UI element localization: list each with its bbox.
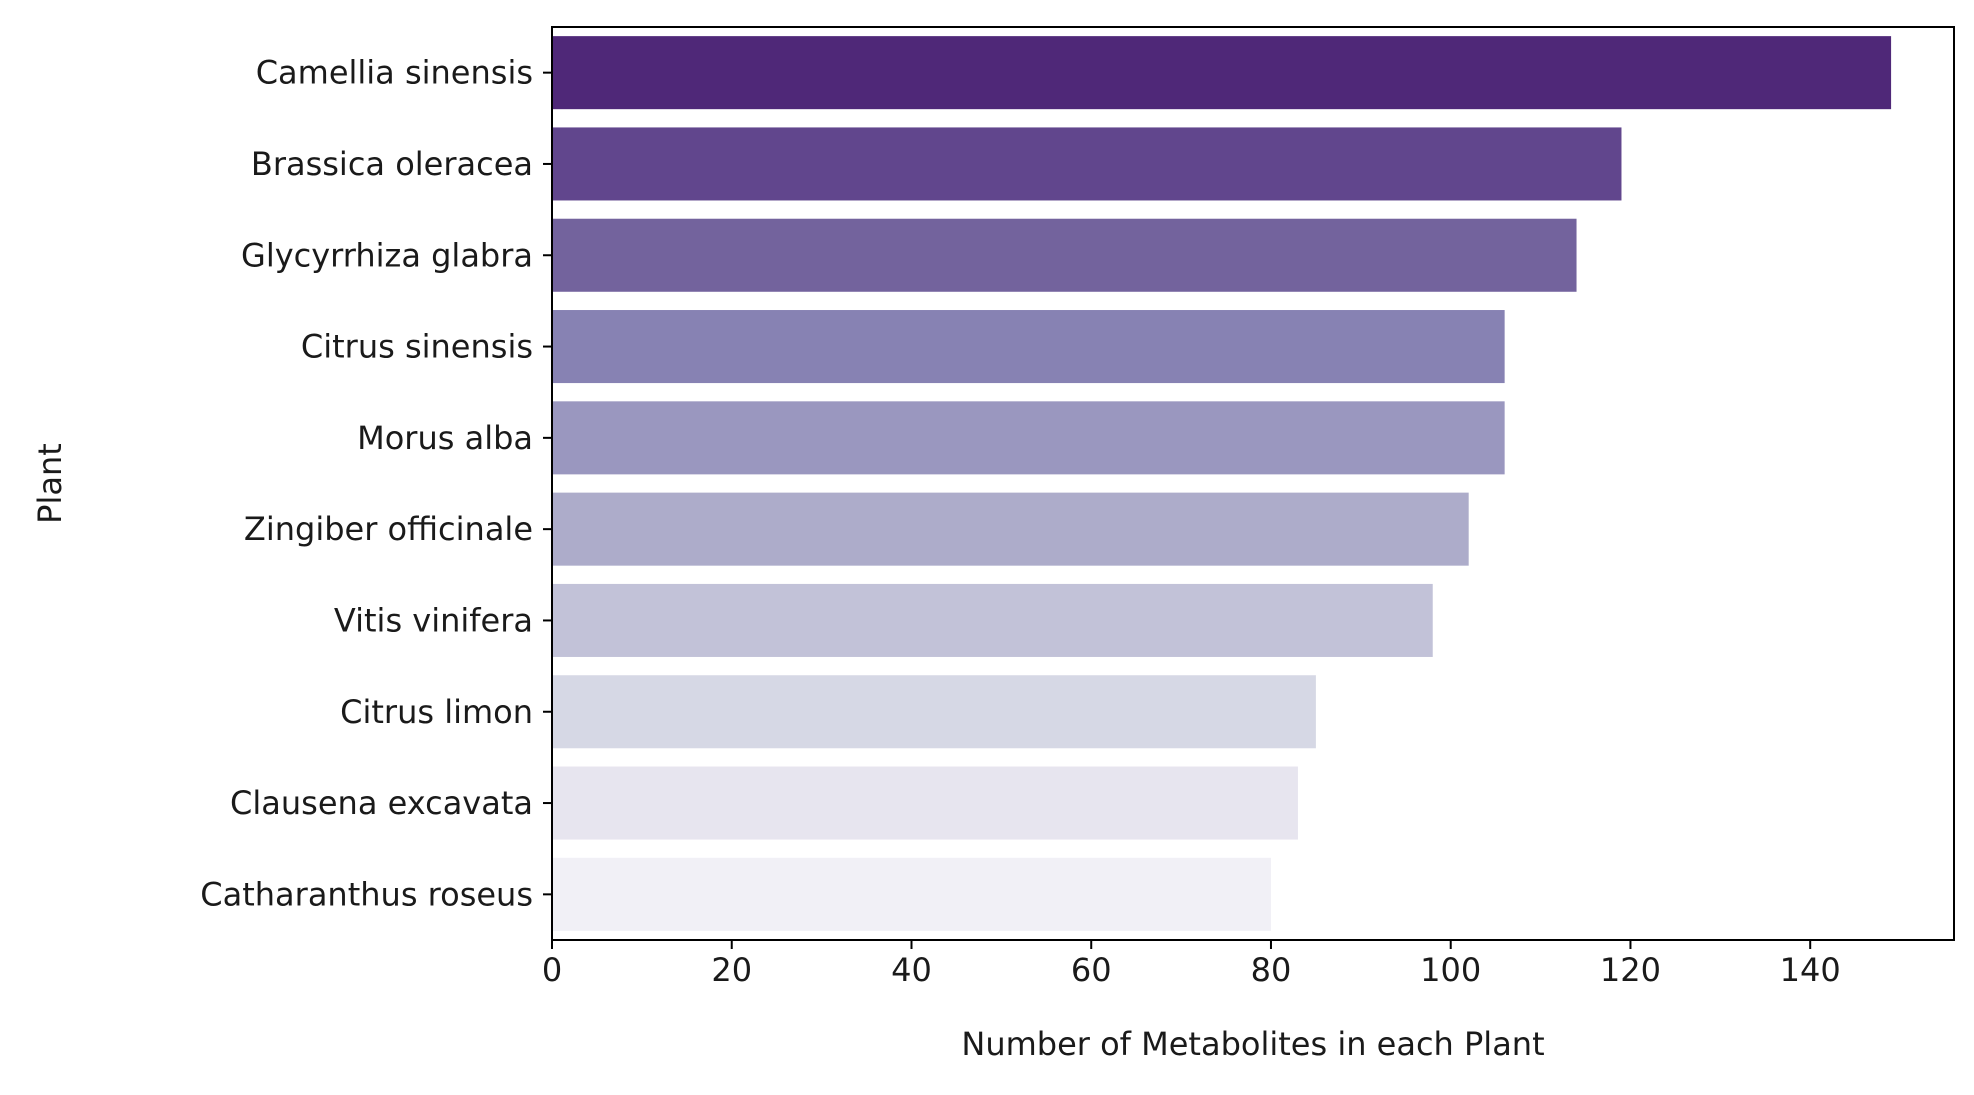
bar [552,127,1622,201]
y-tick-label: Morus alba [357,419,533,457]
x-tick-label: 140 [1780,951,1841,989]
bar [552,766,1298,840]
y-tick-label: Vitis vinifera [334,601,533,639]
y-tick-label: Catharanthus roseus [200,875,533,913]
y-tick-label: Zingiber officinale [244,510,533,548]
bar [552,492,1469,566]
y-tick-label: Glycyrrhiza glabra [241,236,533,274]
bar [552,857,1271,931]
x-tick-label: 100 [1420,951,1481,989]
x-tick-label: 0 [542,951,562,989]
y-tick-label: Citrus limon [340,693,533,731]
bar [552,583,1433,657]
ticks-layer: Camellia sinensis Brassica oleracea Glycyr… [200,54,1840,989]
x-axis-title: Number of Metabolites in each Plant [961,1025,1544,1063]
y-tick-label: Citrus sinensis [301,328,533,366]
x-tick-label: 120 [1600,951,1661,989]
bar [552,218,1577,292]
y-tick-label: Clausena excavata [230,784,533,822]
y-tick-label: Camellia sinensis [256,54,533,92]
y-axis-title: Plant [31,443,69,524]
y-tick-label: Brassica oleracea [251,145,533,183]
plot-frame [551,26,1955,941]
bar [552,36,1892,110]
bars-layer [552,36,1892,931]
bar [552,675,1316,749]
x-tick-label: 20 [711,951,752,989]
x-tick-label: 40 [891,951,932,989]
bar [552,401,1505,475]
x-tick-label: 60 [1071,951,1112,989]
x-tick-label: 80 [1251,951,1292,989]
bar [552,310,1505,384]
